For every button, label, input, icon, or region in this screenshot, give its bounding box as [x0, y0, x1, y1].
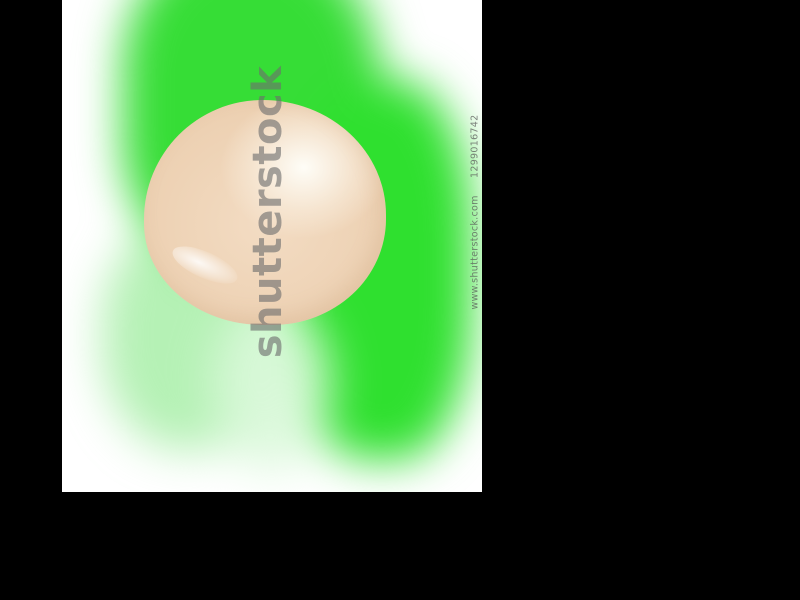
watermark-url-strip: www.shutterstock.com 1299016742 [470, 115, 481, 310]
watermark-logo: shutterstock [245, 65, 291, 359]
watermark-image-number: 1299016742 [469, 114, 481, 178]
photo [62, 0, 482, 492]
pale-blob-lower [212, 300, 332, 470]
watermark-url: www.shutterstock.com [469, 195, 481, 310]
egg [144, 100, 386, 325]
